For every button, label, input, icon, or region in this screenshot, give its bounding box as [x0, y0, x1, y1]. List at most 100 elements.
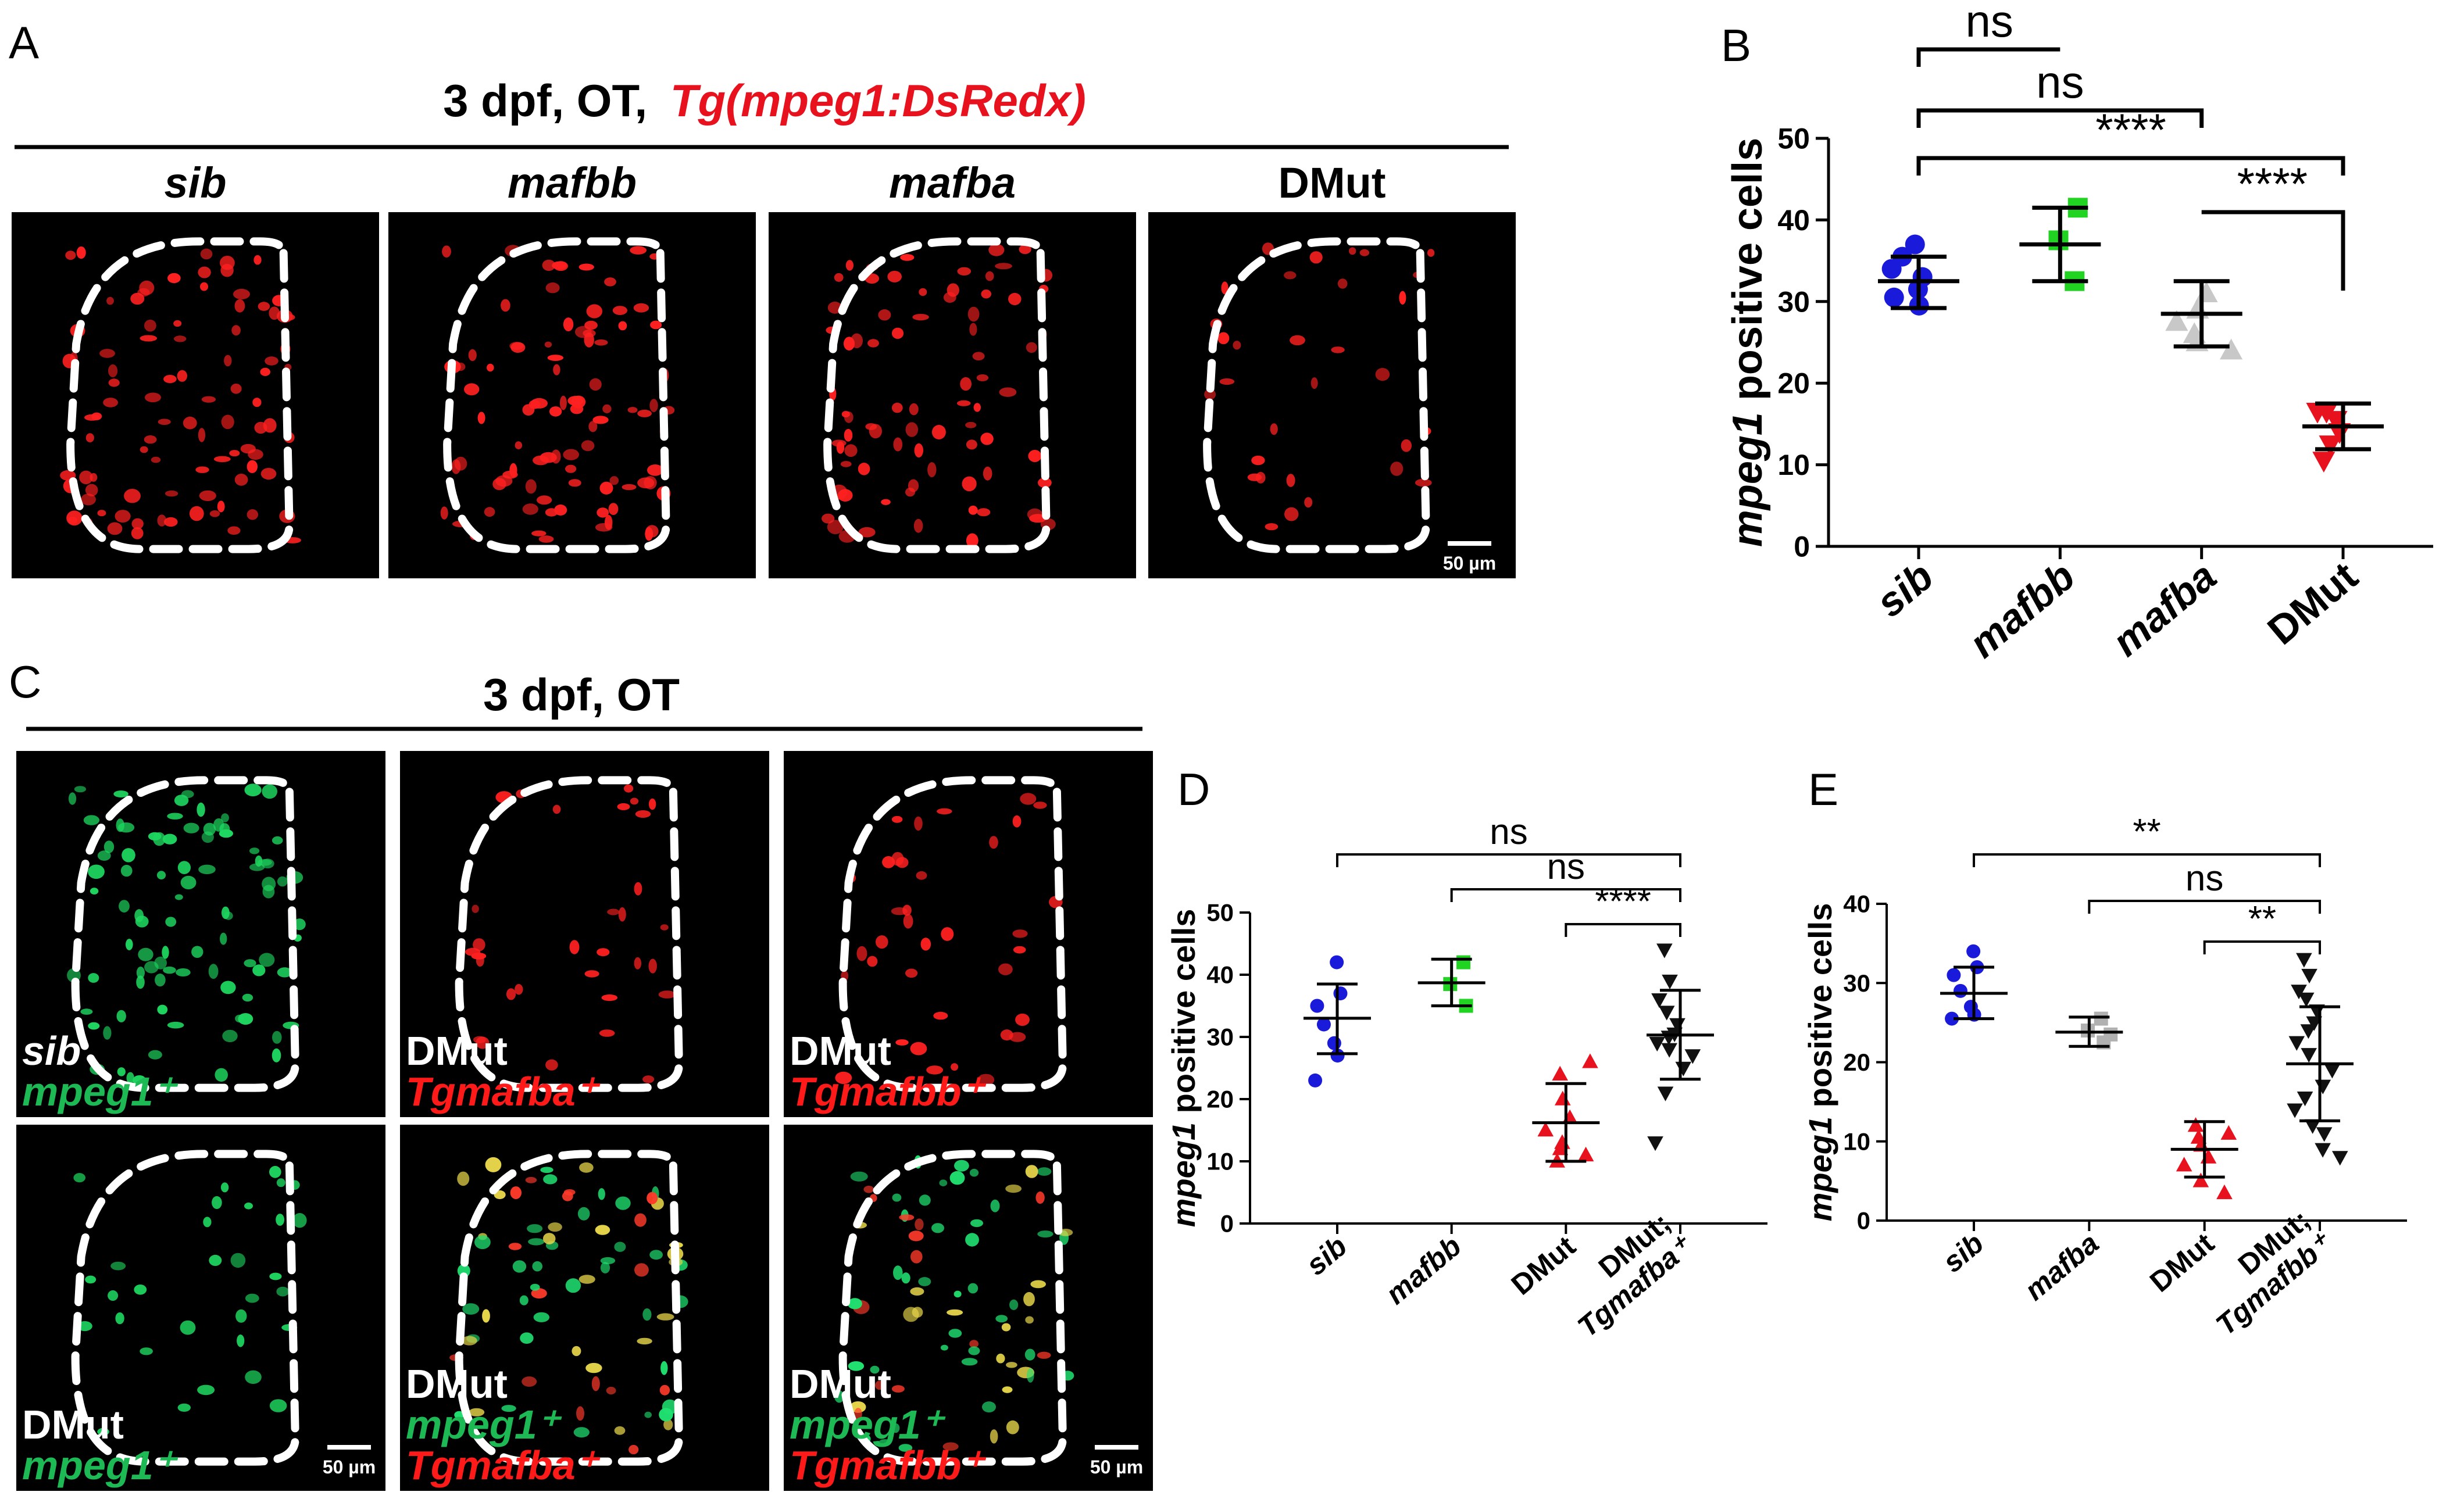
panel-B-ytick-label: 0	[1794, 531, 1810, 563]
panel-c-image-5-label-1: mpeg1⁺	[790, 1402, 946, 1447]
panel-a-image-3-tectum-outline	[1203, 237, 1430, 553]
panel-a-image-2-background	[769, 212, 1136, 578]
panel-E-point-0-3	[1953, 983, 1967, 998]
panel-c-scale-bar-1-label: 50 µm	[323, 1457, 376, 1477]
panel-E-point-1-0	[2094, 1011, 2108, 1026]
panel-c-image-4-label-0: DMut	[406, 1361, 508, 1407]
panel-E-ytick-label: 20	[1843, 1049, 1870, 1076]
panel-D-point-2-1	[1552, 1065, 1568, 1081]
panel-c-image-1-tectum-outline	[455, 776, 683, 1092]
panel-c-image-5-label-0: DMut	[790, 1361, 891, 1407]
panel-c-image-1-label-0: DMut	[406, 1028, 508, 1074]
panel-D-point-3-3	[1658, 1006, 1675, 1021]
panel-a-header-red: Tg(mpeg1:DsRedx)	[670, 75, 1086, 126]
panel-B-point-0-4	[1905, 234, 1925, 255]
panel-D-bracket-label-2: ****	[1595, 882, 1651, 922]
panel-B-ytick-label: 50	[1777, 123, 1810, 155]
panel-B-bracket-label-3: ****	[2237, 158, 2308, 209]
panel-a-image-2-tectum-outline	[823, 237, 1051, 553]
panel-B-point-2-0	[2219, 338, 2243, 360]
panel-B-ytick-label: 10	[1777, 449, 1810, 481]
panel-D-point-2-2	[1554, 1090, 1571, 1106]
panel-c-image-3-background	[16, 1125, 385, 1491]
panel-c-image-2	[784, 751, 1153, 1117]
panel-D-point-3-0	[1656, 943, 1673, 958]
panel-D-point-3-11	[1657, 1086, 1674, 1101]
panel-D-point-2-0	[1582, 1053, 1598, 1068]
panel-E-bracket-2	[2203, 940, 2321, 954]
panel-E-point-3-1	[2301, 968, 2317, 984]
panel-E-ytick-label: 40	[1843, 890, 1870, 918]
panel-a-image-3-background	[1148, 212, 1516, 578]
panel-E-point-3-3	[2298, 992, 2315, 1007]
panel-E-point-2-4	[2176, 1157, 2192, 1172]
panel-c-scale-bar-1: 50 µm	[323, 1445, 376, 1477]
panel-D-point-0-3	[1316, 1017, 1331, 1032]
panel-E-point-2-7	[2187, 1117, 2204, 1132]
panel-D-point-1-0	[1456, 955, 1471, 969]
panel-D-point-3-9	[1684, 1049, 1701, 1064]
panel-D-xtick-label-2: DMut	[1505, 1229, 1582, 1301]
panel-c-scale-bar-2-label: 50 µm	[1090, 1457, 1143, 1477]
panel-D-point-2-8	[1552, 1140, 1569, 1155]
panel-B-ytick-label: 40	[1777, 204, 1810, 237]
panel-B-bracket-1	[1916, 108, 2204, 128]
panel-c-image-1-label-1: Tgmafba⁺	[406, 1069, 601, 1114]
panel-B-point-0-2	[1884, 287, 1904, 307]
panel-B-bracket-2	[1916, 156, 2345, 176]
panel-E-point-0-6	[1945, 1011, 1959, 1026]
panel-c-image-2-tectum-outline	[838, 776, 1067, 1092]
panel-c-image-5-background	[784, 1125, 1153, 1491]
panel-B-y-label: mpeg1 positive cells	[1724, 138, 1771, 547]
panel-a-image-3	[1148, 212, 1516, 578]
panel-E-point-3-5	[2306, 1016, 2322, 1031]
panel-B-point-3-0	[2312, 452, 2336, 473]
panel-E-point-1-3	[2104, 1027, 2118, 1042]
panel-E-ytick-label: 30	[1843, 969, 1870, 997]
panel-c-image-4-label-1: mpeg1⁺	[406, 1402, 562, 1447]
panel-a-image-0	[12, 212, 379, 578]
panel-c-image-3-label-1: mpeg1⁺	[22, 1443, 178, 1488]
panel-c-image-3	[16, 1125, 385, 1491]
panel-c-image-2-background	[784, 751, 1153, 1117]
panel-c-image-3-cells	[73, 1165, 307, 1436]
panel-E-xtick-label-1: mafba	[2019, 1227, 2105, 1307]
panel-c-image-4-cells	[449, 1157, 688, 1455]
panel-c-header: 3 dpf, OT	[483, 669, 680, 720]
panel-a-label-3: DMut	[1279, 159, 1386, 207]
panel-D-point-0-5	[1330, 1049, 1345, 1063]
panel-B-point-0-1	[1912, 267, 1933, 287]
panel-D-bracket-label-1: ns	[1547, 847, 1585, 887]
panel-D-point-2-4	[1537, 1122, 1554, 1137]
panel-E-point-3-7	[2288, 1036, 2305, 1051]
panel-D-ytick-label: 30	[1206, 1024, 1234, 1051]
panel-E-point-3-16	[2331, 1151, 2348, 1166]
panel-c: C 3 dpf, OT sibmpeg1⁺DMutTgmafba⁺DMutTgm…	[9, 656, 1153, 1491]
panel-B-point-2-4	[2165, 310, 2188, 331]
panel-D-point-0-2	[1310, 999, 1324, 1013]
panel-E-point-3-13	[2304, 1119, 2321, 1134]
panel-E-point-3-9	[2324, 1064, 2341, 1079]
panel-D-bracket-0	[1336, 853, 1681, 867]
panel-B-point-0-6	[1881, 259, 1902, 279]
panel-a-image-1-background	[388, 212, 756, 578]
panel-E-point-0-0	[1966, 944, 1981, 958]
panel-D-y-label: mpeg1 positive cells	[1165, 909, 1202, 1228]
panel-E-y-label: mpeg1 positive cells	[1802, 903, 1838, 1222]
panel-D-bracket-1	[1450, 888, 1681, 902]
panel-B-bracket-label-1: ns	[2036, 56, 2084, 108]
panel-c-image-0-cells	[67, 784, 306, 1086]
panel-c-image-5	[784, 1125, 1153, 1491]
panel-e-letter: E	[1808, 764, 1838, 815]
panel-E-point-3-14	[2316, 1127, 2333, 1142]
panel-c-image-2-cells	[835, 793, 1063, 1086]
panel-a-label-0: sib	[165, 159, 227, 207]
panel-c-letter: C	[9, 656, 41, 707]
panel-E-point-3-2	[2291, 985, 2307, 1000]
panel-E-ytick-label: 10	[1843, 1128, 1870, 1155]
panel-a-scale-bar: 50 µm	[1443, 541, 1496, 574]
